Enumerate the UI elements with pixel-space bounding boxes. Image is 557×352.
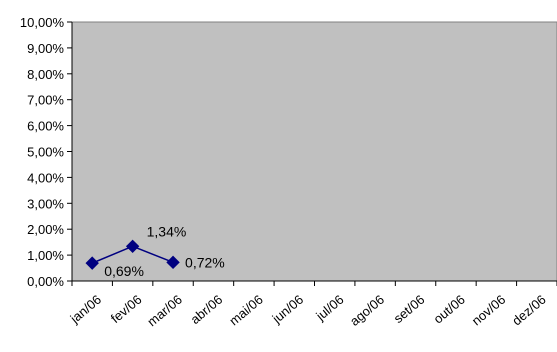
- y-tick-label: 8,00%: [27, 67, 64, 82]
- data-label: 0,69%: [104, 263, 144, 279]
- x-tick-label: jun/06: [269, 292, 307, 327]
- x-axis: jan/06 fev/06 mar/06 abr/06 mai/06 jun/06 jul/…: [67, 280, 557, 330]
- data-point-marker: [166, 255, 180, 270]
- x-tick-label: jul/06: [312, 292, 346, 324]
- x-tick-label: jan/06: [67, 292, 105, 327]
- x-tick-label: dez/06: [509, 292, 549, 329]
- y-tick-label: 5,00%: [27, 145, 64, 160]
- data-label: 0,72%: [185, 254, 225, 270]
- y-tick-label: 6,00%: [27, 119, 64, 134]
- y-tick-label: 2,00%: [27, 222, 64, 237]
- y-tick-label: 3,00%: [27, 196, 64, 211]
- x-tick-label: mai/06: [226, 292, 266, 329]
- x-tick-label: abr/06: [187, 292, 225, 327]
- x-tick-label: out/06: [431, 292, 468, 327]
- x-tick-label: set/06: [391, 292, 428, 326]
- series-line-group: [85, 239, 180, 270]
- y-tick-label: 7,00%: [27, 93, 64, 108]
- data-point-marker: [85, 256, 99, 270]
- y-tick-label: 1,00%: [27, 248, 64, 263]
- data-point-marker: [125, 239, 140, 254]
- x-tick-label: nov/06: [469, 292, 509, 329]
- y-tick-label: 0,00%: [27, 274, 64, 289]
- x-tick-label: ago/06: [347, 292, 387, 329]
- data-label: 1,34%: [147, 223, 187, 239]
- y-axis: 0,00% 1,00% 2,00% 3,00% 4,00% 5,00% 6,00% 7,00%…: [20, 15, 73, 289]
- y-tick-label: 10,00%: [20, 15, 65, 30]
- x-tick-label: fev/06: [108, 292, 145, 326]
- y-tick-label: 4,00%: [27, 170, 64, 185]
- y-tick-label: 9,00%: [27, 41, 64, 56]
- plot-area: [71, 21, 557, 282]
- x-tick-label: mar/06: [144, 292, 185, 330]
- data-labels: 0,69% 1,34% 0,72%: [104, 223, 225, 279]
